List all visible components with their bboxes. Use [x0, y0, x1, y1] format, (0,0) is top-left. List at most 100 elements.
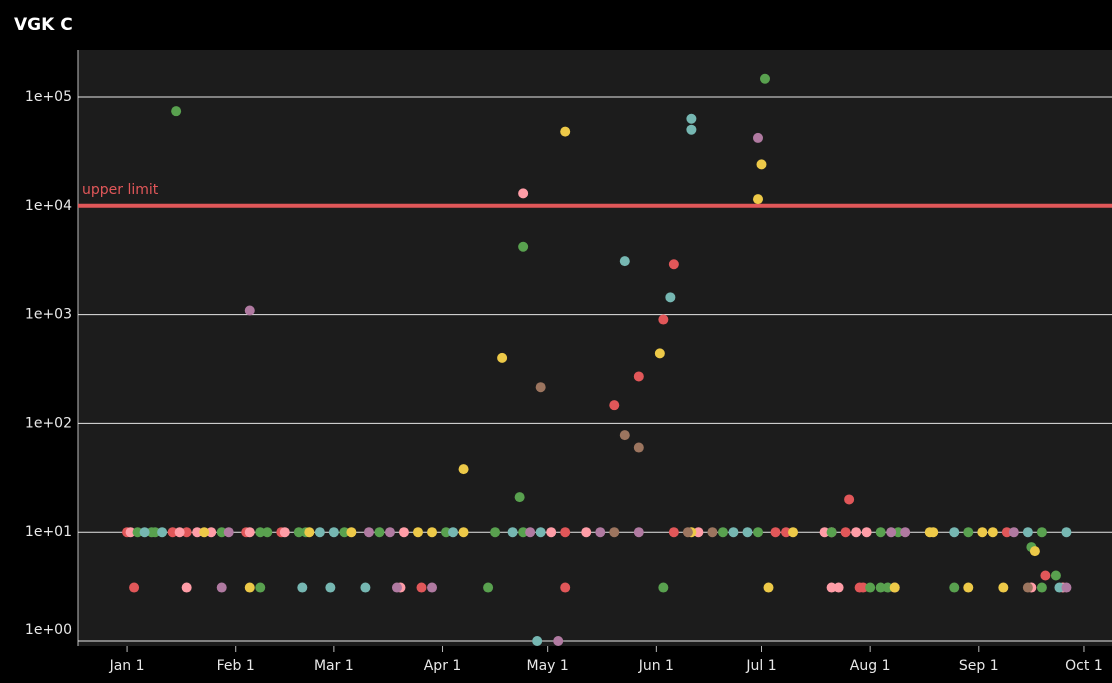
point	[1054, 582, 1065, 593]
y-tick-label: 1e+04	[25, 198, 72, 214]
point	[595, 527, 606, 538]
point	[886, 527, 897, 538]
point	[293, 527, 304, 538]
point	[707, 527, 718, 538]
point	[668, 259, 679, 270]
point	[139, 527, 150, 538]
point	[255, 582, 266, 593]
point	[167, 527, 178, 538]
point	[949, 582, 960, 593]
point	[497, 352, 508, 363]
point	[553, 636, 564, 647]
point	[949, 527, 960, 538]
point	[1008, 527, 1019, 538]
point	[560, 527, 571, 538]
x-tick-label: Sep 1	[959, 658, 999, 674]
x-tick-label: Feb 1	[217, 658, 255, 674]
point	[752, 132, 763, 143]
x-tick-label: Aug 1	[850, 658, 891, 674]
point	[216, 527, 227, 538]
point	[328, 527, 339, 538]
point	[840, 527, 851, 538]
point	[1022, 582, 1033, 593]
point	[560, 126, 571, 137]
x-tick-label: Oct 1	[1065, 658, 1103, 674]
point	[763, 582, 774, 593]
point	[889, 582, 900, 593]
y-tick-label: 1e+01	[25, 524, 72, 540]
point	[682, 527, 693, 538]
point	[826, 527, 837, 538]
point	[619, 430, 630, 441]
point	[192, 527, 203, 538]
point	[893, 527, 904, 538]
point	[363, 527, 374, 538]
point	[448, 527, 459, 538]
point	[581, 527, 592, 538]
point	[427, 527, 438, 538]
point	[416, 582, 427, 593]
point	[181, 582, 192, 593]
point	[658, 582, 669, 593]
point	[244, 305, 255, 316]
point	[963, 582, 974, 593]
point	[374, 527, 385, 538]
point	[819, 527, 830, 538]
point	[490, 527, 501, 538]
point	[346, 527, 357, 538]
x-tick-label: May 1	[527, 658, 569, 674]
point	[752, 527, 763, 538]
point	[609, 527, 620, 538]
point	[658, 314, 669, 325]
point	[199, 527, 210, 538]
point	[1061, 527, 1072, 538]
point	[826, 582, 837, 593]
point	[1036, 527, 1047, 538]
point	[279, 527, 290, 538]
point	[412, 527, 423, 538]
point	[518, 527, 529, 538]
point	[1036, 582, 1047, 593]
point	[391, 582, 402, 593]
point	[518, 241, 529, 252]
point	[770, 527, 781, 538]
point	[619, 256, 630, 267]
y-tick-label: 1e+05	[25, 89, 72, 105]
point	[216, 582, 227, 593]
plot-area	[78, 50, 1112, 646]
point	[297, 582, 308, 593]
point	[507, 527, 518, 538]
point	[654, 348, 665, 359]
point	[977, 527, 988, 538]
point	[339, 527, 350, 538]
point	[150, 527, 161, 538]
point	[987, 527, 998, 538]
point	[861, 527, 872, 538]
y-tick-label: 1e+02	[25, 415, 72, 431]
point	[633, 527, 644, 538]
point	[851, 527, 862, 538]
point	[360, 582, 371, 593]
y-tick-label: 1e+03	[25, 307, 72, 323]
point	[206, 527, 217, 538]
reference-label: upper limit	[82, 182, 159, 198]
point	[781, 527, 792, 538]
point	[728, 527, 739, 538]
point	[157, 527, 168, 538]
point	[325, 582, 336, 593]
point	[686, 113, 697, 124]
point	[882, 582, 893, 593]
point	[458, 527, 469, 538]
point	[693, 527, 704, 538]
point	[1029, 546, 1040, 557]
point	[174, 527, 185, 538]
point	[1022, 527, 1033, 538]
point	[514, 492, 525, 503]
point	[171, 106, 182, 117]
point	[668, 527, 679, 538]
point	[546, 527, 557, 538]
point	[665, 292, 676, 303]
point	[900, 527, 911, 538]
point	[532, 636, 543, 647]
